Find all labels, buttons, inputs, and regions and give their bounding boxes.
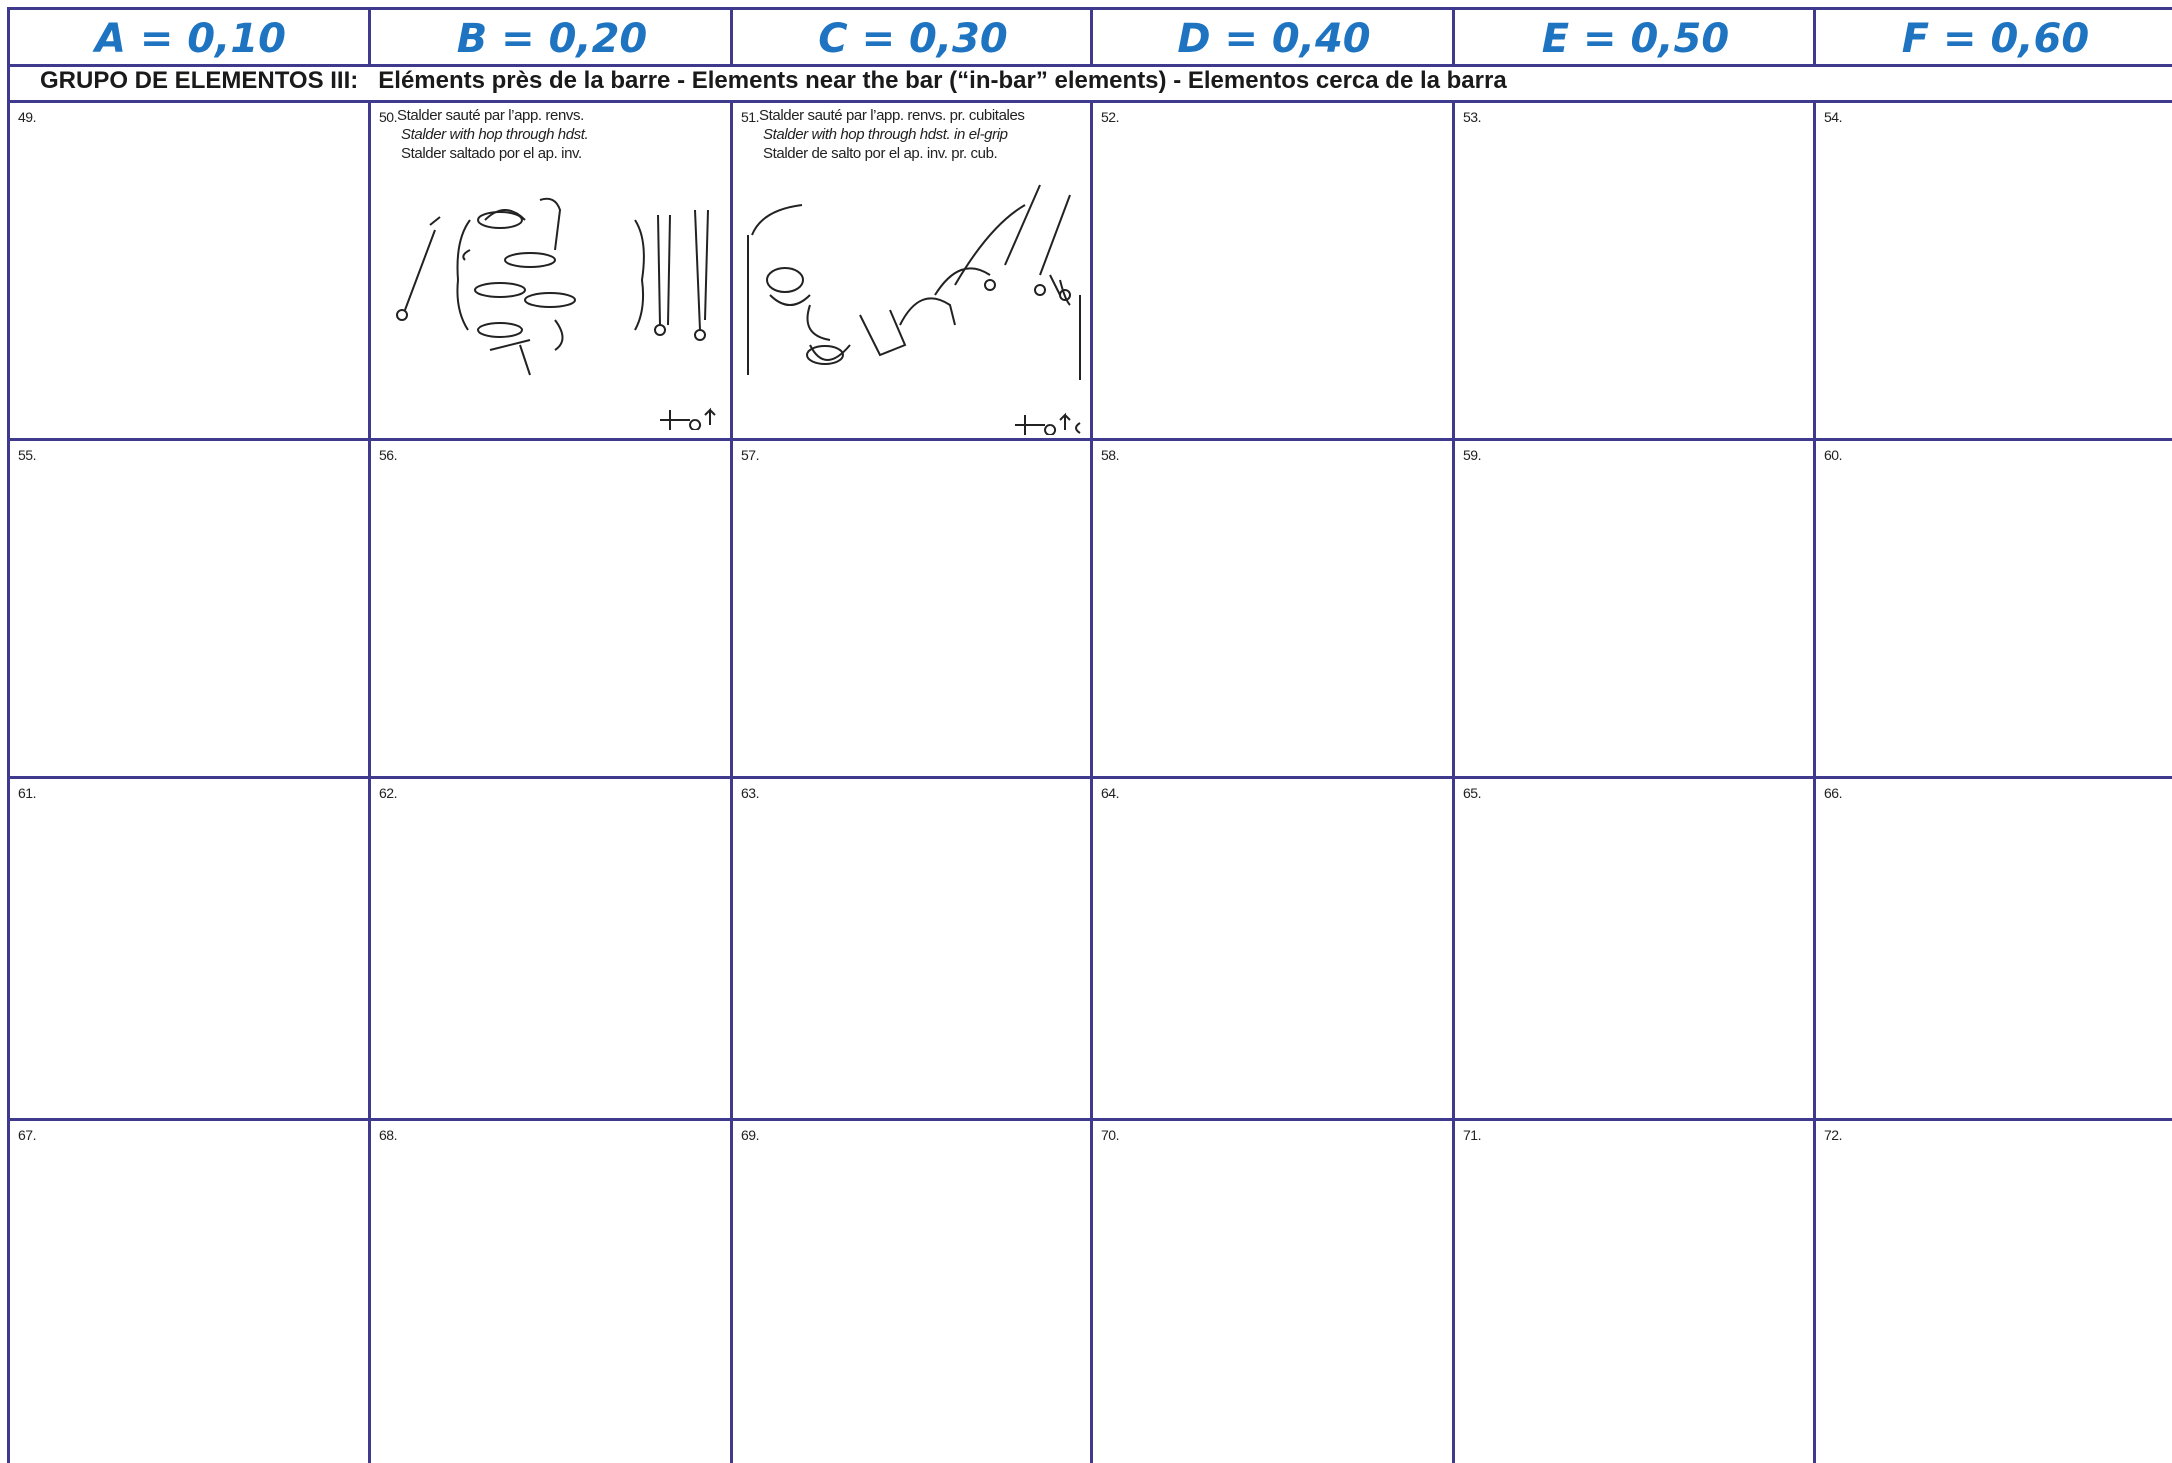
element-description: Stalder sauté par l’app. renvs. pr. cubi… bbox=[759, 107, 1025, 124]
element-cell: 62. bbox=[368, 776, 733, 1121]
element-cell: 57. bbox=[730, 438, 1093, 779]
element-number: 49. bbox=[18, 109, 36, 125]
element-cell: 55. bbox=[7, 438, 371, 779]
element-number: 71. bbox=[1463, 1127, 1481, 1143]
element-number: 54. bbox=[1824, 109, 1842, 125]
element-number: 53. bbox=[1463, 109, 1481, 125]
element-cell: 69. bbox=[730, 1118, 1093, 1463]
title-row bbox=[7, 64, 2172, 104]
element-number: 63. bbox=[741, 785, 759, 801]
element-description: Stalder saltado por el ap. inv. bbox=[401, 145, 582, 162]
element-cell: 68. bbox=[368, 1118, 733, 1463]
element-number: 61. bbox=[18, 785, 36, 801]
element-cell: 67. bbox=[7, 1118, 371, 1463]
element-cell: 50. Stalder sauté par l’app. renvs. Stalde… bbox=[368, 100, 733, 441]
element-cell: 53. bbox=[1452, 100, 1816, 441]
element-cell: 56. bbox=[368, 438, 733, 779]
element-description: Stalder de salto por el ap. inv. pr. cub… bbox=[763, 145, 998, 162]
element-number: 65. bbox=[1463, 785, 1481, 801]
element-number: 68. bbox=[379, 1127, 397, 1143]
column-header: B = 0,20 bbox=[368, 7, 733, 67]
element-number: 60. bbox=[1824, 447, 1842, 463]
element-number: 67. bbox=[18, 1127, 36, 1143]
element-number: 70. bbox=[1101, 1127, 1119, 1143]
element-cell: 60. bbox=[1813, 438, 2172, 779]
element-cell: 72. bbox=[1813, 1118, 2172, 1463]
element-cell: 51. Stalder sauté par l’app. renvs. pr. c… bbox=[730, 100, 1093, 441]
element-number: 57. bbox=[741, 447, 759, 463]
element-cell: 54. bbox=[1813, 100, 2172, 441]
element-cell: 70. bbox=[1090, 1118, 1455, 1463]
element-cell: 63. bbox=[730, 776, 1093, 1121]
element-number: 64. bbox=[1101, 785, 1119, 801]
element-50-drawing bbox=[396, 197, 716, 430]
element-number: 69. bbox=[741, 1127, 759, 1143]
element-number: 56. bbox=[379, 447, 397, 463]
element-cell: 49. bbox=[7, 100, 371, 441]
column-header: C = 0,30 bbox=[730, 7, 1093, 67]
element-number: 50. bbox=[379, 109, 397, 125]
column-header: E = 0,50 bbox=[1452, 7, 1816, 67]
element-number: 72. bbox=[1824, 1127, 1842, 1143]
element-number: 58. bbox=[1101, 447, 1119, 463]
element-cell: 61. bbox=[7, 776, 371, 1121]
element-number: 62. bbox=[379, 785, 397, 801]
column-header: A = 0,10 bbox=[7, 7, 371, 67]
element-cell: 59. bbox=[1452, 438, 1816, 779]
column-header: D = 0,40 bbox=[1090, 7, 1455, 67]
element-number: 51. bbox=[741, 109, 759, 125]
element-cell: 71. bbox=[1452, 1118, 1816, 1463]
element-description: Stalder sauté par l’app. renvs. bbox=[397, 107, 584, 124]
element-number: 52. bbox=[1101, 109, 1119, 125]
element-cell: 58. bbox=[1090, 438, 1455, 779]
element-description: Stalder with hop through hdst. in el-gri… bbox=[763, 126, 1008, 143]
element-number: 59. bbox=[1463, 447, 1481, 463]
group-title: GRUPO DE ELEMENTOS III: Eléments près de… bbox=[40, 67, 1507, 94]
element-cell: 66. bbox=[1813, 776, 2172, 1121]
element-description: Stalder with hop through hdst. bbox=[401, 126, 589, 143]
column-header: F = 0,60 bbox=[1813, 7, 2172, 67]
element-51-drawing bbox=[747, 184, 1081, 435]
element-cell: 52. bbox=[1090, 100, 1455, 441]
element-cell: 64. bbox=[1090, 776, 1455, 1121]
element-number: 66. bbox=[1824, 785, 1842, 801]
element-cell: 65. bbox=[1452, 776, 1816, 1121]
element-number: 55. bbox=[18, 447, 36, 463]
